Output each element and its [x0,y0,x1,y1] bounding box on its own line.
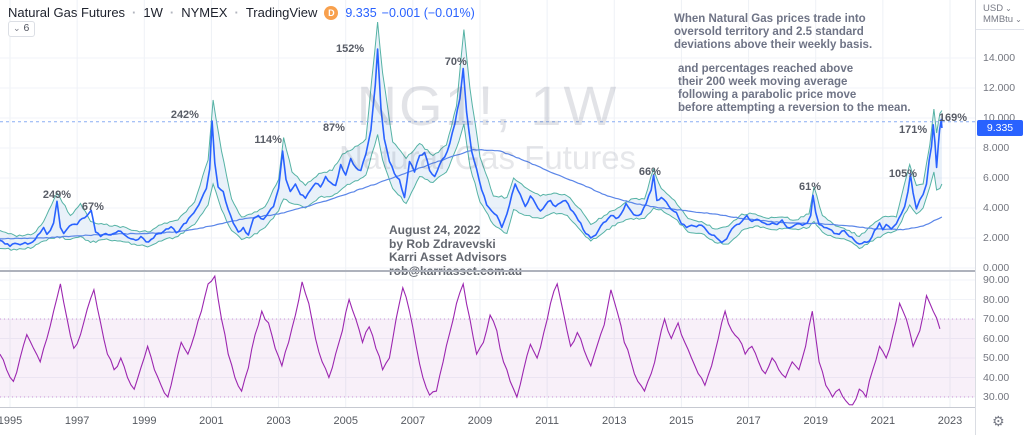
price-axis-label: 2.000 [983,232,1010,244]
chevron-down-icon: ⌄ [1015,15,1022,24]
price-change-value: −0.001 (−0.01%) [381,5,475,20]
time-axis-label: 2017 [736,415,761,427]
rsi-axis-label: 60.00 [983,332,1010,345]
price-axis-label: 14.000 [983,52,1016,64]
peak-percentage-label: 70% [444,56,467,69]
unit-selector[interactable]: MMBtu ⌄ [976,14,1024,25]
peak-percentage-label: 171% [898,124,928,136]
chart-legend: Natural Gas Futures · 1W · NYMEX · Tradi… [8,5,475,20]
rsi-axis-label: 80.00 [983,293,1010,306]
time-axis-label: 1997 [64,415,90,427]
annotation-percentages-note: and percentages reached above their 200 … [678,63,911,114]
peak-percentage-label: 66% [638,166,661,178]
peak-percentage-label: 152% [335,43,365,55]
time-axis-label: 2013 [602,415,627,427]
time-axis-label: 2023 [937,415,963,427]
time-axis-label: 2009 [467,415,493,427]
platform-label[interactable]: TradingView [245,5,318,20]
legend-separator: · [234,5,239,20]
time-axis-label: 2007 [400,415,426,427]
timescale-settings-gear-icon[interactable]: ⚙ [992,413,1005,429]
time-axis-label: 2019 [803,415,828,427]
chevron-down-icon: ⌄ [1005,4,1012,13]
interval-label[interactable]: 1W [143,5,163,20]
exchange-label[interactable]: NYMEX [181,5,228,20]
price-axis-label: 8.000 [983,142,1010,154]
rsi-axis-label: 90.00 [983,274,1010,286]
price-axis-label: 12.000 [983,82,1016,94]
chevron-down-icon: ⌄ [13,23,21,33]
time-axis-label: 2005 [333,415,358,427]
time-axis-label: 2021 [870,415,896,427]
time-axis-label: 1995 [0,415,23,427]
indicator-count: 6 [23,22,30,34]
peak-percentage-label: 169% [938,112,968,124]
rsi-axis-label: 30.00 [983,391,1010,403]
price-scale[interactable]: USD ⌄ MMBtu ⌄ 14.000 12.000 10.000 8.000 6.0… [975,0,1024,435]
peak-percentage-label: 61% [798,181,821,193]
time-axis-label: 2001 [199,415,224,427]
peak-percentage-label: 242% [170,109,199,121]
price-axis-label: 0.000 [983,262,1010,274]
legend-separator: · [169,5,175,20]
price-axis-label: 6.000 [983,172,1010,184]
delayed-data-icon[interactable]: D [324,5,339,20]
price-axis-label: 4.000 [983,202,1010,214]
unit-label: MMBtu [983,14,1014,25]
peak-percentage-label: 249% [42,188,72,201]
rsi-axis-label: 50.00 [983,352,1010,364]
last-price-and-change: 9.335 −0.001 (−0.01%) [345,6,474,20]
peak-percentage-label: 105% [888,167,918,180]
peak-percentage-label: 67% [81,200,104,213]
peak-percentage-label: 87% [322,122,345,135]
rsi-axis-label: 70.00 [983,313,1010,325]
currency-label: USD [983,3,1004,14]
price-scale-unit-box: USD ⌄ MMBtu ⌄ [976,0,1024,30]
symbol-title[interactable]: Natural Gas Futures [8,5,126,20]
annotation-oversold-note: When Natural Gas prices trade into overs… [674,13,873,51]
time-axis-label: 1999 [132,415,157,427]
panel-separator[interactable] [0,270,1024,272]
time-axis-label: 2011 [535,415,559,427]
chart-canvas[interactable]: NG1!, 1W Natural Gas Futures 249% 67% 242%… [0,0,975,407]
last-price-badge: 9.335 [977,119,1023,136]
last-price-value: 9.335 [345,5,377,20]
time-axis-label: 2003 [266,415,291,427]
time-axis-separator [0,407,1024,408]
rsi-axis-label: 40.00 [983,371,1010,384]
peak-percentage-label: 114% [254,134,282,147]
indicators-collapse-badge[interactable]: ⌄ 6 [8,21,36,37]
time-axis-label: 2015 [669,415,694,427]
price-and-rsi-plot [0,0,975,407]
legend-separator: · [132,5,137,20]
time-scale[interactable]: 1995 1997 1999 2001 2003 2005 2007 2009 2011 2013… [0,408,975,435]
currency-selector[interactable]: USD ⌄ [976,3,1024,14]
